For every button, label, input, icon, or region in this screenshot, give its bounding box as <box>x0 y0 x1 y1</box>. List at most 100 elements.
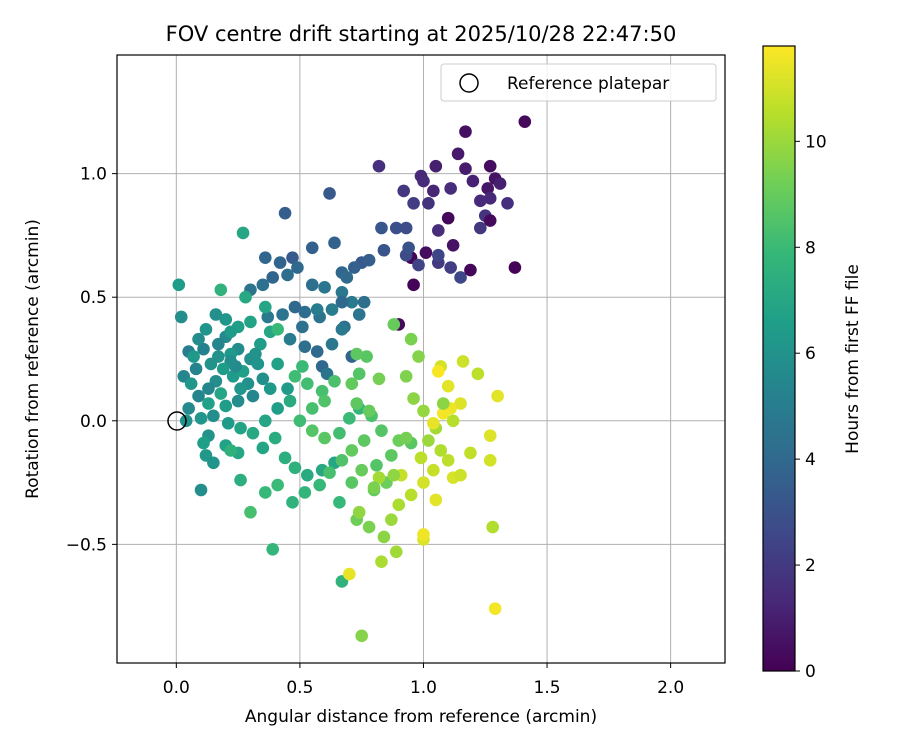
data-point <box>288 461 302 475</box>
data-point <box>370 458 383 472</box>
data-point <box>234 382 247 395</box>
x-tick-label: 0.5 <box>286 678 313 698</box>
data-point <box>345 444 359 457</box>
data-point <box>258 251 272 264</box>
data-point <box>231 394 245 408</box>
data-point <box>441 454 455 467</box>
data-point <box>377 243 391 257</box>
data-point <box>454 397 467 410</box>
data-point <box>345 295 359 309</box>
data-point <box>278 451 292 465</box>
data-point <box>305 241 319 255</box>
data-point <box>189 362 203 376</box>
data-point <box>432 365 445 378</box>
data-point <box>459 125 472 138</box>
data-point <box>427 416 440 430</box>
data-point <box>315 384 329 398</box>
data-point <box>385 449 398 462</box>
data-point <box>417 476 430 489</box>
data-point <box>335 454 349 467</box>
data-point <box>444 182 457 195</box>
data-point <box>224 444 237 457</box>
data-point <box>192 332 205 346</box>
data-point <box>436 397 450 410</box>
x-tick-label: 2.0 <box>657 678 684 698</box>
data-point <box>278 206 292 220</box>
data-point <box>362 253 376 267</box>
data-point <box>385 513 398 526</box>
data-point <box>417 404 430 418</box>
x-axis-label: Angular distance from reference (arcmin) <box>245 707 597 727</box>
data-point <box>288 370 302 383</box>
y-tick-label: 0.5 <box>80 288 107 308</box>
data-point <box>407 278 420 292</box>
data-point <box>352 367 366 381</box>
data-point <box>345 377 359 391</box>
data-point <box>266 271 280 284</box>
data-point <box>268 431 282 445</box>
colorbar-tick-label: 6 <box>805 344 816 364</box>
data-point <box>357 434 371 447</box>
data-point <box>446 239 460 252</box>
data-point <box>318 281 331 294</box>
data-point <box>224 325 237 339</box>
data-point <box>246 426 260 440</box>
data-point <box>399 370 413 383</box>
data-point <box>298 340 312 353</box>
data-point <box>446 414 460 428</box>
data-point <box>254 337 267 351</box>
data-point <box>399 431 413 445</box>
data-point <box>239 290 252 304</box>
data-point <box>474 221 487 235</box>
data-point <box>387 468 401 482</box>
colorbar-tick-label: 10 <box>805 132 827 152</box>
data-point <box>202 397 215 410</box>
colorbar-gradient <box>762 45 796 672</box>
legend: Reference platepar <box>440 63 717 102</box>
data-point <box>197 436 210 450</box>
data-point <box>271 402 284 415</box>
data-point <box>345 476 359 489</box>
colorbar-tick-label: 2 <box>805 556 816 576</box>
data-point <box>212 337 225 351</box>
data-point <box>293 414 307 428</box>
data-point <box>310 303 324 316</box>
data-point <box>286 251 299 264</box>
data-point <box>444 261 457 274</box>
reference-marker <box>167 411 187 431</box>
data-point <box>441 379 455 393</box>
data-point <box>244 315 257 329</box>
data-point <box>221 416 235 430</box>
data-point <box>355 629 368 643</box>
data-point <box>305 402 319 415</box>
x-tick-label: 1.5 <box>534 678 561 698</box>
data-point <box>283 332 297 346</box>
data-point <box>283 394 297 408</box>
data-point <box>298 486 312 499</box>
data-point <box>266 543 280 556</box>
data-point <box>343 567 356 581</box>
data-point <box>271 323 284 336</box>
data-point <box>407 392 420 405</box>
data-point <box>434 444 448 457</box>
data-point <box>454 468 467 482</box>
data-point <box>258 300 272 314</box>
data-point <box>389 545 403 559</box>
data-point <box>207 456 220 470</box>
data-point <box>216 362 230 376</box>
data-point <box>464 446 477 460</box>
data-point <box>417 174 430 188</box>
data-point <box>256 278 270 292</box>
data-point <box>432 248 445 262</box>
data-point <box>350 397 364 410</box>
data-point <box>350 347 364 361</box>
data-point <box>375 555 388 568</box>
data-point <box>402 241 415 255</box>
data-point <box>333 426 346 440</box>
data-point <box>281 382 294 395</box>
data-point <box>273 256 287 269</box>
data-point <box>286 496 299 509</box>
data-point <box>318 431 331 445</box>
data-point <box>355 463 368 477</box>
